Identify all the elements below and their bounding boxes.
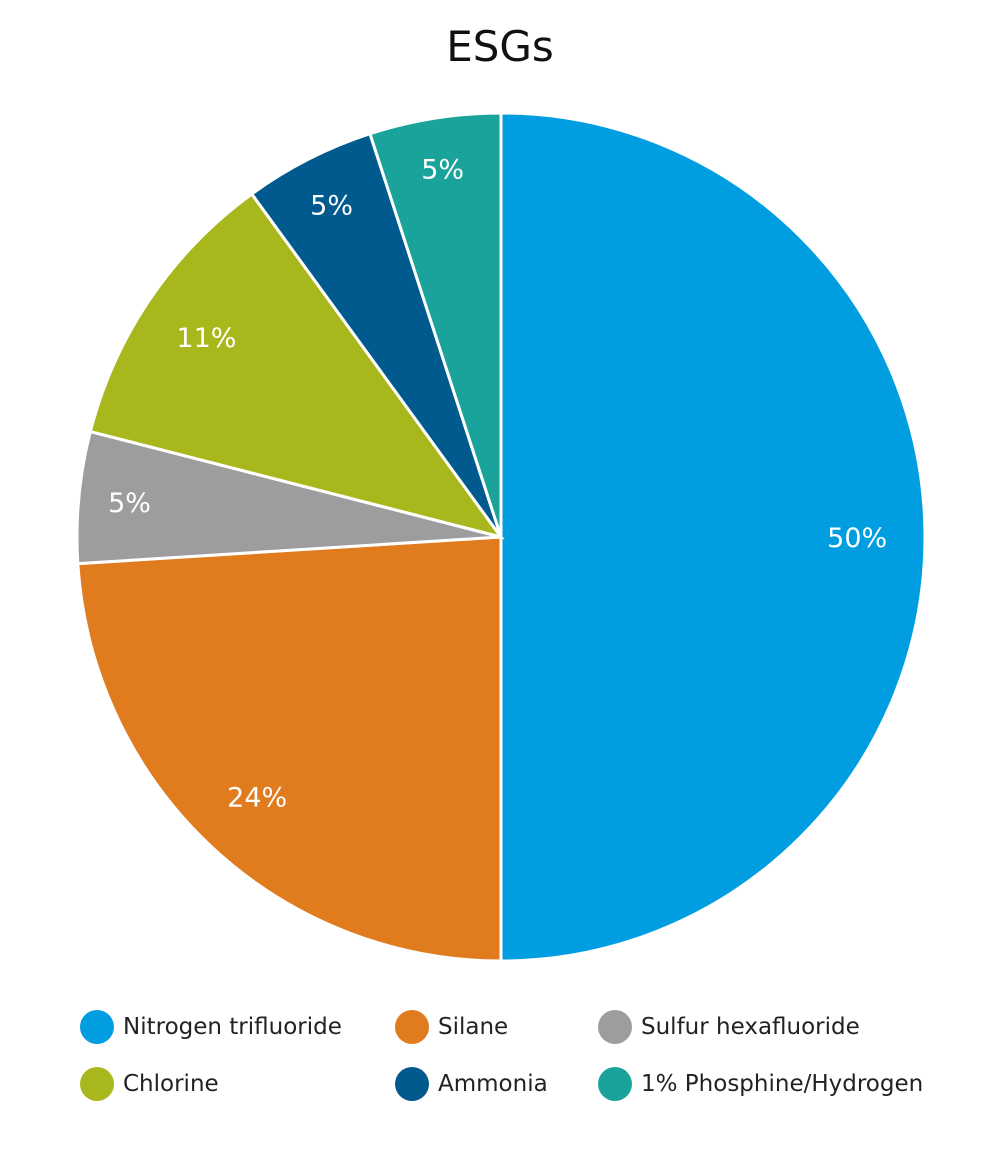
pie-slice-5 <box>368 111 503 538</box>
legend-label: Ammonia <box>438 1071 548 1097</box>
legend-swatch <box>80 1010 114 1044</box>
slice-label-1: 24% <box>227 783 287 814</box>
legend-swatch <box>598 1010 632 1044</box>
chart-title: ESGs <box>446 22 554 71</box>
legend-label: Nitrogen trifluoride <box>123 1014 342 1040</box>
legend-swatch <box>80 1067 114 1101</box>
slice-label-5: 5% <box>421 154 464 185</box>
pie-chart: 50% 24% 5% 11% 5% 5% <box>75 111 927 963</box>
legend-label: Sulfur hexafluoride <box>641 1014 860 1040</box>
legend-swatch <box>395 1010 429 1044</box>
legend-item: Nitrogen trifluoride <box>80 1010 342 1044</box>
pie-slice-1 <box>76 535 503 963</box>
legend-item: Sulfur hexafluoride <box>598 1010 860 1044</box>
slice-label-2: 5% <box>108 488 151 519</box>
slice-label-3: 11% <box>176 323 236 354</box>
legend-item: Ammonia <box>395 1067 548 1101</box>
legend-label: Silane <box>438 1014 509 1040</box>
slice-label-4: 5% <box>310 191 353 222</box>
legend-swatch <box>598 1067 632 1101</box>
legend-swatch <box>395 1067 429 1101</box>
legend-item: 1% Phosphine/Hydrogen <box>598 1067 923 1101</box>
slice-label-0: 50% <box>827 523 887 554</box>
pie-slice-0 <box>499 111 927 963</box>
legend-label: Chlorine <box>123 1071 219 1097</box>
legend-label: 1% Phosphine/Hydrogen <box>641 1071 924 1097</box>
legend-item: Chlorine <box>80 1067 219 1101</box>
legend-item: Silane <box>395 1010 508 1044</box>
pie-slice-3 <box>88 191 505 540</box>
